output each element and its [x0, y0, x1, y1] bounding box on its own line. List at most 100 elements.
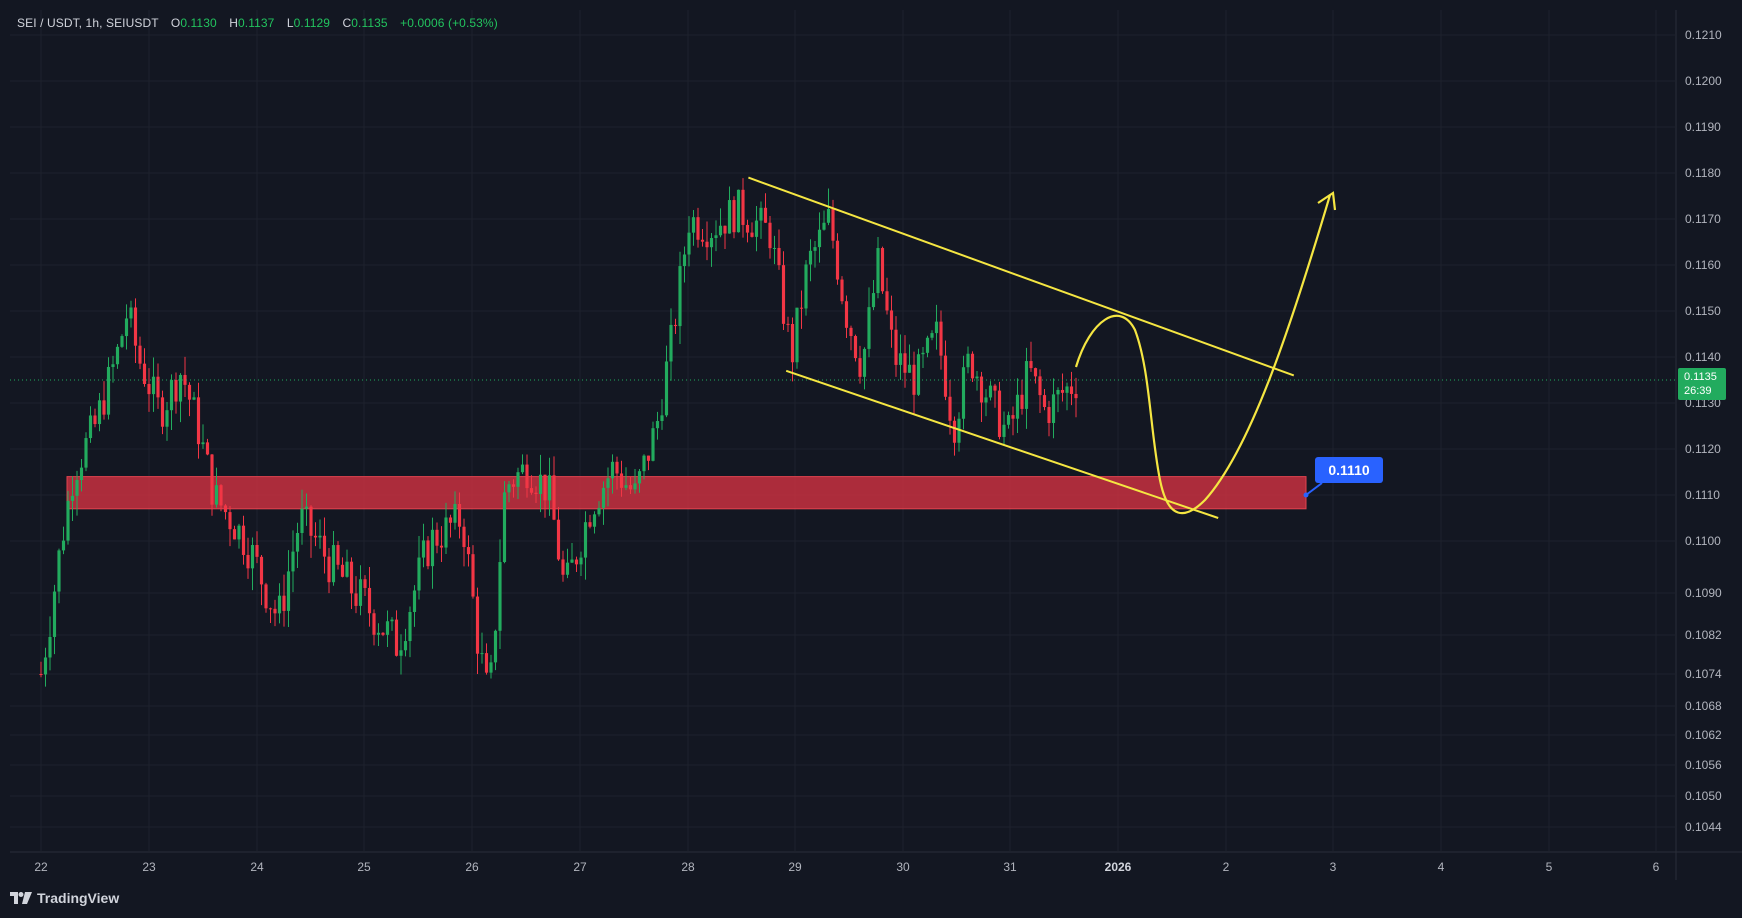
- candle-body-down: [853, 336, 858, 359]
- candle-body-up: [822, 222, 826, 230]
- candle-body-down: [1060, 389, 1065, 393]
- candle-body-up: [520, 464, 525, 473]
- candle-body-down: [102, 400, 106, 415]
- candle-body-up: [606, 478, 610, 488]
- candle-body-up: [66, 500, 70, 541]
- candle-body-down: [210, 454, 214, 505]
- candle-body-down: [471, 554, 475, 597]
- candle-body-up: [318, 535, 322, 538]
- candle-body-down: [1011, 415, 1015, 419]
- candle-body-up: [61, 540, 66, 551]
- candle-body-down: [777, 247, 781, 266]
- time-tick-label: 2026: [1104, 860, 1132, 874]
- candle-body-down: [556, 519, 561, 560]
- candle-body-up: [624, 485, 628, 488]
- candle-body-up: [655, 421, 660, 429]
- candle-body-up: [714, 235, 718, 239]
- candle-body-up: [565, 562, 570, 575]
- candle-body-down: [970, 353, 975, 379]
- candle-body-down: [259, 556, 264, 585]
- candle-body-up: [111, 364, 115, 367]
- candle-body-down: [552, 475, 556, 520]
- candle-body-down: [831, 209, 835, 241]
- candle-body-down: [880, 248, 885, 292]
- candle-body-up: [444, 517, 448, 548]
- time-tick-label: 6: [1652, 860, 1660, 874]
- candle-body-down: [273, 608, 277, 614]
- channel-lower-line: [785, 369, 1219, 519]
- candle-body-down: [457, 503, 462, 527]
- candle-body-up: [898, 353, 903, 365]
- candle-body-down: [781, 265, 786, 324]
- candle-body-down: [705, 241, 709, 248]
- candle-body-up: [597, 507, 601, 515]
- candle-body-up: [417, 557, 421, 591]
- candle-body-up: [759, 207, 763, 221]
- candle-body-down: [1038, 376, 1042, 396]
- candle-body-up: [79, 467, 84, 481]
- candle-body-up: [687, 232, 691, 255]
- candle-body-down: [885, 291, 889, 311]
- candle-body-down: [1047, 407, 1051, 424]
- candle-body-up: [709, 238, 714, 248]
- candle-body-down: [1069, 386, 1074, 394]
- candle-body-up: [601, 487, 606, 508]
- candle-body-up: [169, 379, 174, 411]
- candle-body-down: [745, 224, 750, 233]
- high-label: H: [229, 16, 238, 30]
- current-price-tag: 0.1135 26:39: [1678, 368, 1726, 400]
- time-tick-label: 24: [250, 860, 264, 874]
- candle-body-down: [844, 301, 849, 328]
- candle-body-down: [448, 517, 453, 523]
- candle-body-down: [1029, 361, 1033, 369]
- candle-body-up: [390, 619, 394, 622]
- symbol-label[interactable]: SEI / USDT, 1h, SEIUSDT: [17, 16, 159, 30]
- candle-body-down: [588, 522, 592, 527]
- candle-body-up: [1006, 415, 1011, 425]
- candle-body-down: [484, 653, 489, 673]
- candle-body-up: [727, 200, 732, 234]
- candle-body-up: [930, 333, 934, 338]
- candle-body-down: [840, 279, 844, 302]
- candle-body-up: [871, 293, 876, 308]
- candle-body-up: [277, 595, 282, 614]
- candle-body-up: [97, 400, 102, 425]
- candle-body-down: [142, 363, 147, 385]
- candle-body-up: [1051, 394, 1056, 424]
- candle-body-down: [255, 544, 259, 557]
- price-tick-label: 0.1170: [1685, 212, 1721, 226]
- candle-body-down: [349, 561, 354, 594]
- candle-body-down: [534, 492, 538, 495]
- candle-body-down: [700, 239, 705, 242]
- candle-body-down: [223, 505, 228, 513]
- candle-body-up: [115, 346, 120, 365]
- candle-body-up: [678, 266, 682, 327]
- candle-body-down: [511, 484, 516, 487]
- candle-body-down: [367, 587, 372, 614]
- candle-body-down: [628, 485, 633, 490]
- candle-body-down: [309, 506, 313, 536]
- close-value: 0.1135: [351, 16, 388, 30]
- candle-body-down: [322, 535, 327, 557]
- candle-body-up: [304, 506, 309, 509]
- candle-body-down: [543, 474, 547, 501]
- time-tick-label: 25: [357, 860, 371, 874]
- candle-body-up: [453, 503, 457, 523]
- candle-body-up: [862, 348, 867, 377]
- price-tick-label: 0.1100: [1685, 534, 1721, 548]
- candle-body-up: [736, 189, 741, 233]
- candle-body-up: [925, 337, 930, 353]
- change-value: +0.0006 (+0.53%): [400, 16, 498, 30]
- support-level-callout[interactable]: 0.1110: [1315, 457, 1383, 483]
- time-tick-label: 26: [465, 860, 479, 874]
- price-tick-label: 0.1068: [1685, 699, 1722, 713]
- low-label: L: [286, 16, 294, 30]
- candle-body-up: [493, 630, 498, 663]
- candle-body-up: [151, 376, 156, 395]
- candle-body-down: [174, 379, 178, 402]
- candle-body-down: [943, 355, 948, 397]
- candle-body-down: [732, 200, 736, 233]
- candle-body-down: [1033, 368, 1038, 377]
- candle-body-down: [894, 329, 898, 365]
